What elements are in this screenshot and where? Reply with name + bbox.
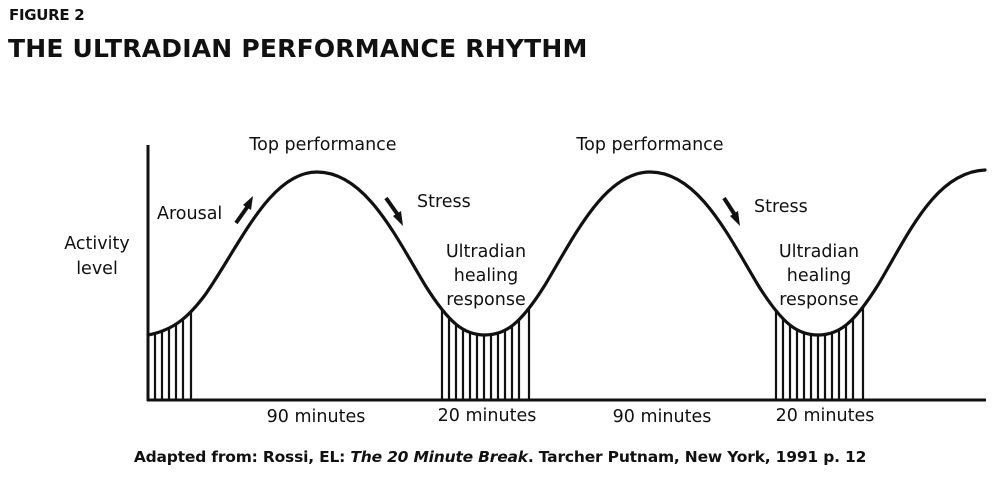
caption-suffix: . Tarcher Putnam, New York, 1991 p. 12 (527, 448, 867, 466)
segment-label-90-min-2: 90 minutes (613, 407, 712, 427)
stress-label-1: Stress (417, 192, 471, 212)
healing-label-1-line1: Ultradian (446, 242, 526, 262)
healing-label-1-line2: healing (454, 266, 519, 286)
arousal-arrow-icon (234, 196, 253, 225)
hatch-region-1 (148, 300, 193, 400)
figure-label: FIGURE 2 (9, 6, 85, 24)
peak-label-1: Top performance (248, 135, 396, 155)
activity-curve (146, 168, 987, 337)
hatch-region-3 (774, 300, 865, 400)
y-axis-label-line2: level (76, 259, 118, 279)
figure-title: THE ULTRADIAN PERFORMANCE RHYTHM (8, 34, 588, 63)
stress-label-2: Stress (754, 197, 808, 217)
stress-arrow-icon-2 (722, 196, 740, 226)
healing-label-2-line1: Ultradian (779, 242, 859, 262)
segment-label-90-min-1: 90 minutes (267, 407, 366, 427)
y-axis-label-line1: Activity (64, 234, 129, 254)
source-caption: Adapted from: Rossi, EL: The 20 Minute B… (0, 448, 1000, 466)
peak-label-2: Top performance (575, 135, 723, 155)
arousal-label: Arousal (157, 204, 222, 224)
caption-book-title: The 20 Minute Break (350, 448, 528, 466)
segment-label-20-min-1: 20 minutes (438, 406, 537, 426)
hatch-region-2 (440, 300, 531, 400)
stress-arrow-icon-1 (384, 196, 403, 226)
segment-label-20-min-2: 20 minutes (776, 406, 875, 426)
healing-label-2-line2: healing (787, 266, 852, 286)
caption-prefix: Adapted from: Rossi, EL: (133, 448, 351, 466)
healing-label-2-line3: response (779, 290, 859, 310)
healing-label-1-line3: response (446, 290, 526, 310)
